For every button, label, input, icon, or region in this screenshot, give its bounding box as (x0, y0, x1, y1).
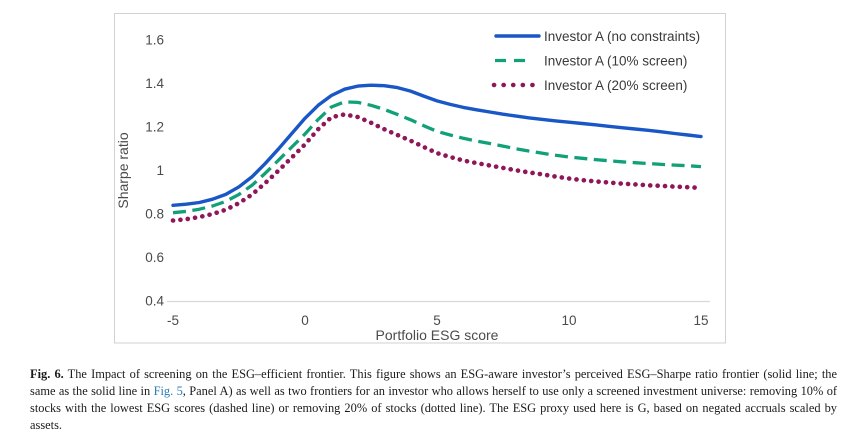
figure-caption: Fig. 6. The Impact of screening on the E… (0, 366, 865, 434)
legend-item: Investor A (no constraints) (494, 29, 700, 44)
y-tick-label: 1.4 (145, 76, 164, 91)
x-tick-label: 0 (301, 313, 309, 328)
x-tick-label: 15 (693, 313, 708, 328)
x-tick-label: 10 (561, 313, 576, 328)
fig5-link[interactable]: Fig. 5 (153, 384, 183, 399)
legend-label: Investor A (no constraints) (544, 29, 700, 44)
series-line-solid (171, 83, 703, 208)
x-tick-label: -5 (167, 313, 179, 328)
legend-label: Investor A (20% screen) (544, 78, 687, 93)
legend-item: Investor A (10% screen) (495, 53, 687, 68)
y-tick-label: 1.2 (145, 120, 164, 135)
series-line-dotted (170, 112, 704, 223)
y-tick-label: 1 (156, 163, 164, 178)
figure-caption-text-after: , Panel A) as well as two frontiers for … (30, 384, 838, 433)
x-axis-title: Portfolio ESG score (376, 327, 499, 343)
figure-caption-label: Fig. 6. (30, 367, 64, 382)
legend-label: Investor A (10% screen) (544, 53, 687, 68)
legend-item: Investor A (20% screen) (491, 78, 687, 93)
y-tick-label: 0.8 (145, 207, 164, 222)
y-tick-label: 1.6 (145, 33, 164, 48)
y-tick-label: 0.6 (145, 250, 164, 265)
esg-sharpe-frontier-chart: 0.4 0.6 0.8 1 1.2 1.4 1.6 -5 0 5 10 15 Portfolio ESG… (114, 13, 726, 344)
y-axis-title: Sharpe ratio (115, 132, 131, 208)
figure-caption-text-before: The Impact of screening on the ESG–effic… (30, 367, 837, 399)
y-tick-label: 0.4 (145, 294, 164, 309)
plot-border (114, 13, 726, 344)
x-tick-label: 5 (433, 313, 441, 328)
